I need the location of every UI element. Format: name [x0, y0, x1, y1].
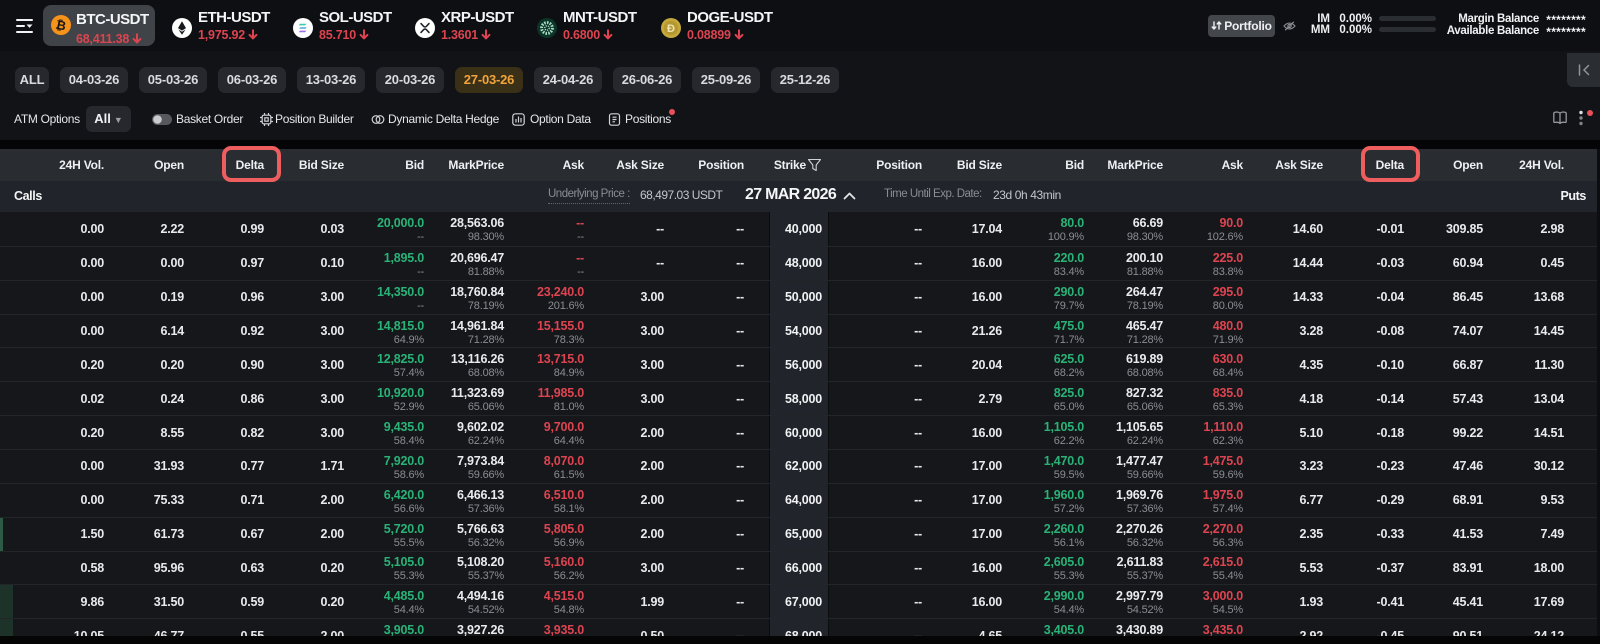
svg-text:Đ: Đ [667, 23, 675, 35]
svg-text:₿: ₿ [54, 18, 67, 34]
